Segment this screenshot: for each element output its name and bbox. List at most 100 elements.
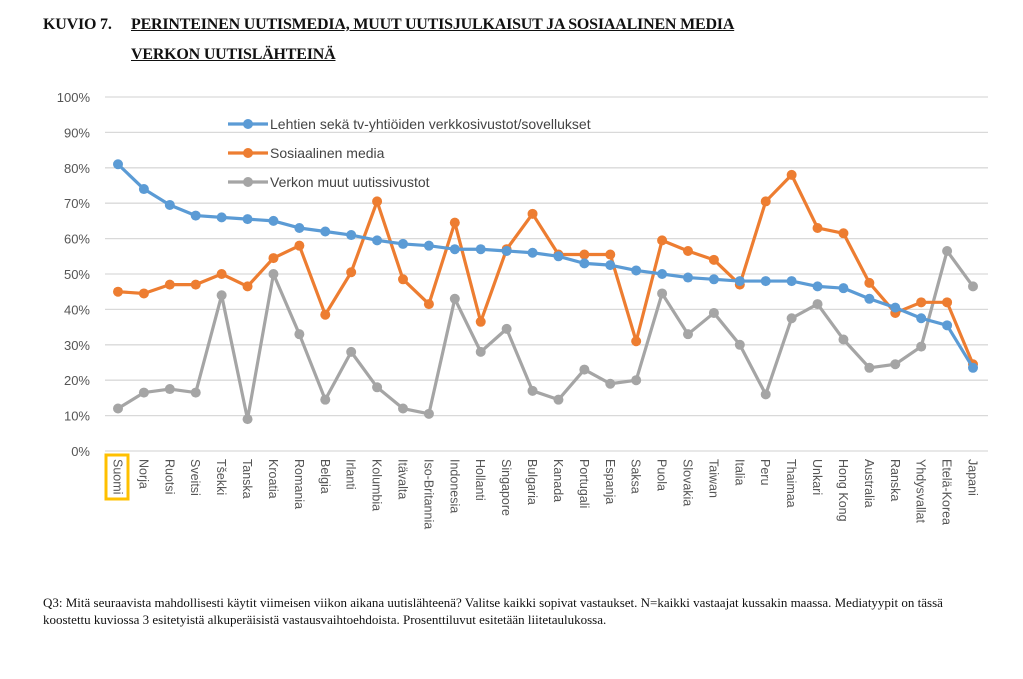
data-point [501, 245, 512, 256]
x-tick-label: Ranska [888, 459, 902, 501]
x-tick-label: Tšekki [214, 459, 228, 495]
legend-item: Sosiaalinen media [228, 145, 385, 161]
data-point [216, 269, 227, 279]
data-point [812, 222, 823, 233]
x-tick-label: Yhdysvallat [914, 459, 928, 523]
legend-label: Sosiaalinen media [270, 145, 385, 161]
data-point [346, 267, 357, 278]
data-point [890, 302, 901, 313]
x-tick-label: Kanada [551, 459, 565, 502]
x-tick-label: Japani [966, 459, 980, 496]
data-point [657, 269, 668, 279]
data-point [501, 323, 512, 334]
data-point [838, 334, 849, 345]
data-point [527, 247, 538, 258]
data-point [268, 253, 279, 264]
data-point [190, 279, 201, 290]
x-tick-label: Espanja [603, 459, 617, 504]
data-point [916, 341, 927, 352]
data-point [320, 309, 331, 320]
data-point [423, 240, 434, 251]
data-point [683, 329, 693, 340]
data-point [164, 384, 175, 395]
y-tick-label: 80% [64, 161, 90, 176]
series-2 [113, 245, 978, 425]
figure-footnote: Q3: Mitä seuraavista mahdollisesti käyti… [43, 595, 943, 627]
data-point [838, 283, 849, 294]
x-tick-label: Hollanti [473, 459, 487, 501]
data-point [760, 196, 771, 207]
data-point [605, 260, 616, 271]
y-tick-label: 60% [64, 232, 90, 247]
x-tick-label: Sveitsi [188, 459, 202, 496]
series-line [116, 163, 975, 369]
x-tick-label: Singapore [499, 459, 513, 516]
data-point [138, 288, 149, 299]
x-tick-label: Taiwan [706, 459, 720, 498]
line-chart: 0% 10% 20% 30% 40% 50% 60% 70% 80% 90% 100% Suomi N… [57, 90, 988, 529]
data-point [138, 387, 149, 398]
data-point [268, 215, 279, 226]
data-point [216, 290, 227, 301]
data-point [113, 403, 123, 414]
x-tick-label: Italia [732, 459, 746, 485]
data-point [631, 336, 642, 347]
series-lines [113, 159, 978, 425]
data-point [320, 226, 331, 237]
x-tick-label: Hong Kong [836, 459, 850, 522]
x-tick-label: Iso-Britannia [421, 459, 435, 529]
legend-marker-icon [243, 148, 253, 158]
x-tick-label: Portugali [577, 459, 591, 508]
data-point [916, 297, 927, 308]
data-point [242, 281, 253, 292]
data-point [812, 281, 823, 292]
data-point [579, 258, 590, 269]
data-point [398, 274, 408, 285]
data-point [527, 385, 538, 396]
data-point [113, 159, 123, 170]
x-tick-label: Bulgaria [525, 459, 539, 505]
figure-title-line1: PERINTEINEN UUTISMEDIA, MUUT UUTISJULKAI… [131, 16, 735, 33]
legend-item: Lehtien sekä tv-yhtiöiden verkkosivustot… [228, 116, 591, 132]
y-tick-label: 40% [64, 302, 90, 317]
data-point [372, 196, 383, 207]
data-point [579, 364, 590, 375]
y-axis-ticks: 0% 10% 20% 30% 40% 50% 60% 70% 80% 90% 100% [57, 90, 91, 459]
data-point [398, 403, 408, 414]
data-point [294, 240, 305, 251]
x-tick-label: Etelä-Korea [940, 459, 954, 525]
data-point [216, 212, 227, 223]
y-tick-label: 20% [64, 373, 90, 388]
data-point [968, 362, 978, 373]
series-line [117, 173, 975, 365]
data-point [113, 286, 123, 297]
legend-marker-icon [243, 177, 253, 187]
data-point [320, 394, 331, 405]
data-point [864, 362, 875, 373]
gridlines [105, 96, 988, 452]
data-point [657, 288, 668, 299]
data-point [423, 408, 434, 419]
x-tick-label: Saksa [629, 459, 643, 494]
data-point [605, 378, 616, 389]
data-point [631, 265, 642, 276]
data-point [372, 235, 383, 246]
data-point [916, 313, 927, 324]
data-point [190, 210, 201, 221]
x-tick-label: Australia [862, 459, 876, 508]
data-point [605, 249, 616, 260]
x-tick-label: Kroatia [266, 459, 280, 499]
data-point [475, 346, 486, 357]
y-tick-label: 0% [71, 444, 90, 459]
data-point [683, 272, 693, 283]
y-tick-label: 70% [64, 196, 90, 211]
data-point [760, 276, 771, 287]
data-point [683, 245, 693, 256]
data-point [346, 346, 357, 357]
x-tick-label: Tanska [240, 459, 254, 499]
x-tick-label: Kolumbia [370, 459, 384, 511]
data-point [268, 269, 279, 279]
data-point [942, 297, 953, 308]
data-point [449, 217, 460, 228]
x-tick-label: Unkari [810, 459, 824, 495]
